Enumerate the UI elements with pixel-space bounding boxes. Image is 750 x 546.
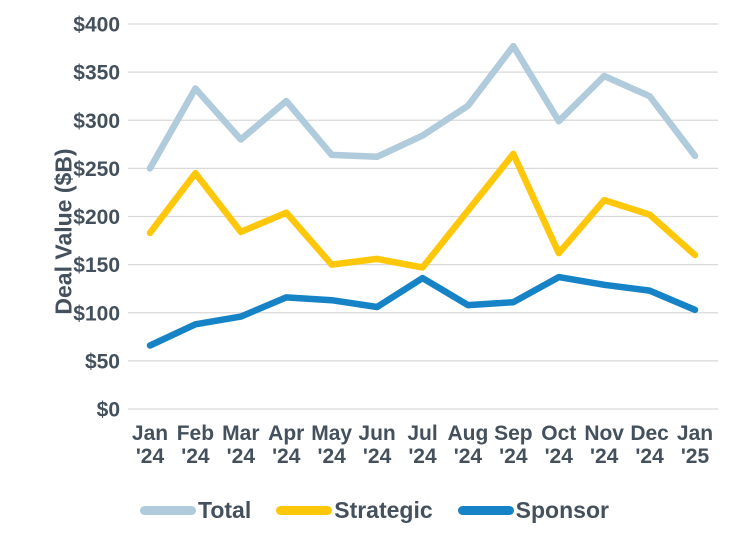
- y-axis-title: Deal Value ($B): [50, 148, 77, 315]
- x-tick-label-month: Mar: [222, 422, 259, 445]
- legend-item-sponsor: Sponsor: [457, 497, 609, 524]
- x-tick-label-year: '24: [635, 445, 664, 468]
- x-tick-label-year: '24: [181, 445, 210, 468]
- x-tick-label-month: Sep: [494, 422, 533, 445]
- x-tick-label-month: Jan: [677, 422, 713, 445]
- x-tick-label-year: '24: [408, 445, 437, 468]
- y-tick-label: $350: [73, 62, 120, 85]
- x-tick-label-month: Jan: [132, 422, 168, 445]
- legend-item-strategic: Strategic: [276, 497, 433, 524]
- legend-item-total: Total: [140, 497, 251, 524]
- x-tick-label-year: '24: [590, 445, 619, 468]
- x-tick-label-year: '24: [499, 445, 528, 468]
- legend-label-strategic: Strategic: [334, 497, 433, 523]
- series-line-strategic: [146, 150, 699, 271]
- series-line-total: [146, 42, 699, 172]
- x-tick-label-year: '25: [681, 445, 710, 468]
- x-tick-label-month: Dec: [630, 422, 669, 445]
- y-tick-label: $0: [97, 399, 120, 422]
- x-tick-label-month: Feb: [177, 422, 214, 445]
- x-tick-label-year: '24: [545, 445, 574, 468]
- y-tick-label: $100: [73, 302, 120, 325]
- x-tick-label-year: '24: [272, 445, 301, 468]
- legend-swatch-sponsor-line: [457, 506, 514, 515]
- y-tick-label: $400: [73, 14, 120, 37]
- y-tick-label: $250: [73, 158, 120, 181]
- x-tick-label-year: '24: [363, 445, 392, 468]
- x-tick-label-month: Aug: [448, 422, 489, 445]
- x-tick-label-year: '24: [136, 445, 165, 468]
- legend-swatch-strategic-line: [276, 506, 333, 515]
- x-tick-label-month: Oct: [541, 422, 576, 445]
- y-tick-label: $300: [73, 110, 120, 133]
- x-tick-label-year: '24: [454, 445, 483, 468]
- y-tick-label: $50: [85, 350, 120, 373]
- x-tick-label-month: Jun: [358, 422, 395, 445]
- x-tick-label-month: May: [311, 422, 352, 445]
- y-tick-label: $200: [73, 206, 120, 229]
- x-tick-label-month: Jul: [407, 422, 437, 445]
- legend-swatch-total-line: [140, 506, 196, 515]
- chart-legend: Total Strategic Sponsor: [140, 497, 609, 524]
- series-line-sponsor: [146, 273, 699, 349]
- x-tick-label-month: Apr: [268, 422, 304, 445]
- x-tick-label-year: '24: [227, 445, 256, 468]
- legend-label-sponsor: Sponsor: [515, 497, 609, 523]
- x-tick-label-year: '24: [317, 445, 346, 468]
- legend-label-total: Total: [198, 497, 252, 523]
- y-tick-label: $150: [73, 254, 120, 277]
- x-tick-label-month: Nov: [584, 422, 624, 445]
